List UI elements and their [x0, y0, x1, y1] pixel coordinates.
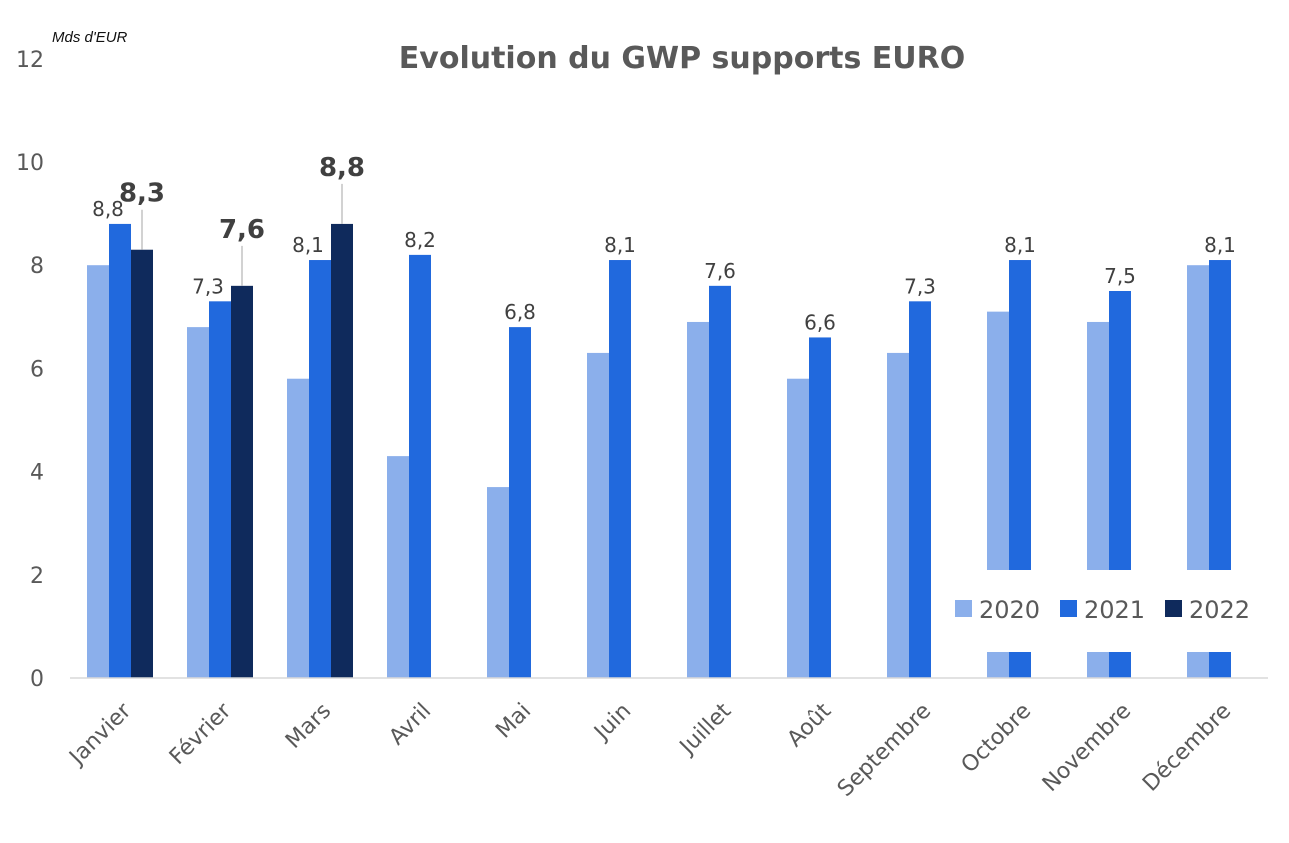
data-label-2021: 8,1: [1204, 233, 1236, 257]
legend-background: [940, 570, 1268, 652]
bar-2020-septembre: [887, 352, 909, 678]
data-labels: 8,88,37,37,68,18,88,26,88,17,66,67,38,17…: [92, 153, 1236, 335]
x-tick-label: Mars: [281, 699, 336, 754]
data-label-2022: 7,6: [219, 215, 265, 245]
x-axis: Janvier Février Mars Avril Mai Juin Juillet Aoû…: [64, 698, 1237, 802]
bar-2020-février: [187, 327, 209, 678]
data-label-2022: 8,3: [119, 179, 165, 209]
x-tick-label: Août: [783, 698, 837, 752]
legend-swatch-2022: [1165, 600, 1182, 617]
y-tick-label: 2: [30, 564, 44, 589]
data-label-2021: 6,6: [804, 310, 836, 334]
bar-2021-juillet: [709, 285, 731, 678]
legend-swatch-2021: [1060, 600, 1077, 617]
legend-label-2021: 2021: [1084, 596, 1145, 624]
bar-2021-mars: [309, 260, 331, 678]
data-label-2021: 7,5: [1104, 264, 1136, 288]
x-tick-label: Février: [165, 698, 237, 770]
data-label-2021: 7,3: [192, 274, 224, 298]
data-label-2021: 8,1: [292, 233, 324, 257]
legend-label-2020: 2020: [979, 596, 1040, 624]
legend-label-2022: 2022: [1189, 596, 1250, 624]
bar-2022-mars: [331, 223, 353, 679]
bar-2021-janvier: [109, 223, 131, 679]
bar-2020-mars: [287, 378, 309, 678]
data-label-2022: 8,8: [319, 153, 365, 183]
bar-2021-août: [809, 337, 831, 678]
y-tick-label: 4: [30, 461, 44, 486]
legend-swatch-2020: [955, 600, 972, 617]
data-label-2021: 8,1: [1004, 233, 1036, 257]
bar-2020-avril: [387, 456, 409, 678]
bar-2021-mai: [509, 327, 531, 678]
y-axis: 0 2 4 6 8 10 12: [16, 48, 44, 692]
data-label-2021: 6,8: [504, 300, 536, 324]
bar-2020-juillet: [687, 321, 709, 678]
bar-2021-février: [209, 301, 231, 678]
data-label-2021: 8,1: [604, 233, 636, 257]
y-tick-label: 8: [30, 254, 44, 279]
chart-title: Evolution du GWP supports EURO: [399, 41, 965, 76]
bar-2020-mai: [487, 487, 509, 678]
y-axis-unit-label: Mds d'EUR: [52, 29, 128, 46]
y-tick-label: 12: [16, 48, 44, 73]
bar-2021-juin: [609, 260, 631, 678]
x-tick-label: Juin: [589, 699, 637, 747]
x-tick-label: Septembre: [833, 699, 936, 802]
x-tick-label: Juillet: [674, 698, 736, 760]
data-label-2021: 8,2: [404, 228, 436, 252]
bar-2020-août: [787, 378, 809, 678]
x-tick-label: Mai: [491, 699, 536, 744]
legend: 2020 2021 2022: [940, 570, 1268, 652]
bar-2020-janvier: [87, 265, 109, 678]
y-tick-label: 10: [16, 151, 44, 176]
y-tick-label: 6: [30, 357, 44, 382]
x-tick-label: Janvier: [64, 698, 137, 771]
bar-2021-avril: [409, 254, 431, 678]
bar-2021-septembre: [909, 301, 931, 678]
data-label-2021: 7,3: [904, 274, 936, 298]
x-tick-label: Novembre: [1038, 699, 1136, 797]
x-tick-label: Décembre: [1138, 699, 1236, 797]
bar-2022-février: [231, 285, 253, 678]
data-label-2021: 8,8: [92, 197, 124, 221]
y-tick-label: 0: [30, 667, 44, 692]
data-label-2021: 7,6: [704, 259, 736, 283]
x-tick-label: Avril: [385, 699, 437, 751]
bar-2022-janvier: [131, 249, 153, 678]
bar-2020-juin: [587, 352, 609, 678]
x-tick-label: Octobre: [957, 699, 1037, 779]
